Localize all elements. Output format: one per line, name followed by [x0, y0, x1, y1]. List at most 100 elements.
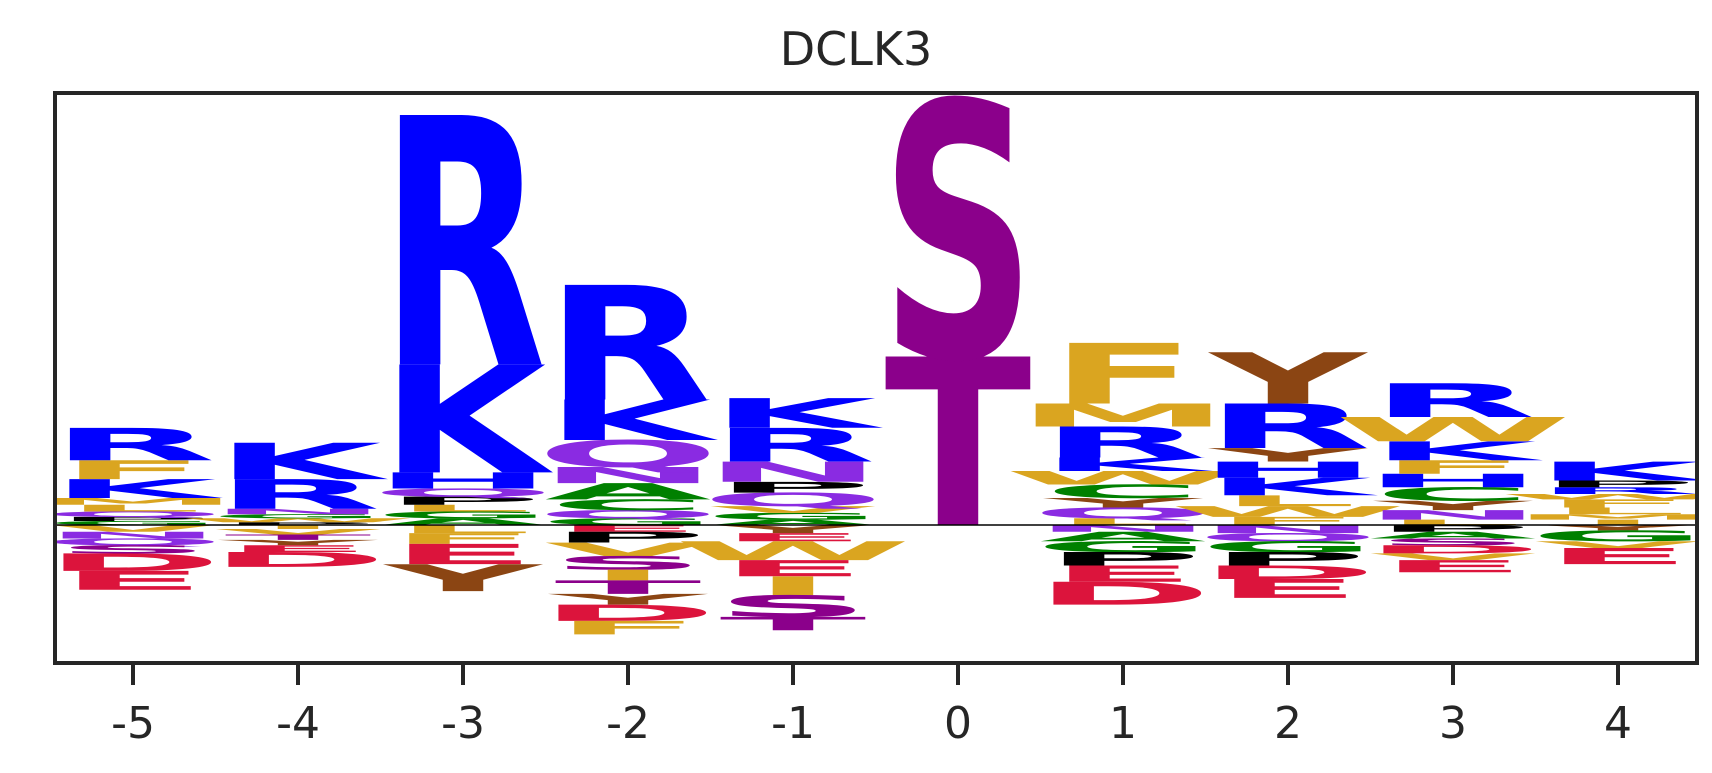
logo-letter-i: I [1578, 518, 1658, 527]
logo-letter-y: Y [217, 538, 378, 547]
logo-letter-k: K [710, 390, 884, 438]
x-axis-ticks: -5 -4 -3 -2 -1 0 1 2 3 4 [111, 663, 1632, 749]
logo-letter-g: G [1200, 538, 1377, 555]
logo-letter-p: P [1374, 523, 1532, 534]
logo-letter-w: W [179, 517, 416, 523]
logo-letter-k: K [215, 433, 389, 491]
logo-letter-g: G [45, 520, 222, 526]
logo-letter-n: N [208, 507, 388, 516]
logo-letter-r: R [50, 419, 216, 471]
logo-letter-k: K [1205, 473, 1379, 501]
logo-letter-e: E [59, 566, 206, 596]
logo-letter-r: R [1535, 485, 1701, 496]
logo-letter-q: Q [41, 537, 224, 548]
x-tick-label: 4 [1604, 698, 1632, 749]
logo-letter-i: I [258, 524, 338, 530]
logo-letter-e: E [554, 523, 701, 534]
logo-letter-r: R [710, 418, 876, 472]
logo-letter-k: K [1370, 436, 1544, 466]
logo-letter-q: Q [537, 508, 720, 521]
logo-letter-f: F [554, 617, 701, 639]
logo-letter-s: S [880, 31, 1035, 440]
logo-letter-v: V [50, 523, 217, 534]
logo-letter-r: R [545, 254, 711, 437]
logo-letter-y: Y [1207, 444, 1369, 466]
logo-letter-h: H [1198, 457, 1378, 483]
logo-letter-a: A [545, 479, 712, 505]
logo-letter-s: S [55, 543, 210, 556]
logo-letter-f: F [1544, 497, 1691, 510]
logo-letter-p: P [549, 529, 707, 546]
logo-letter-q: Q [536, 433, 719, 476]
logo-letter-k: K [1535, 457, 1709, 487]
x-tick-label: -3 [441, 698, 485, 749]
logo-letter-h: H [1363, 470, 1543, 492]
logo-letter-y: Y [1372, 498, 1533, 513]
logo-letter-t: T [225, 533, 372, 542]
logo-letter-v: V [1370, 552, 1537, 563]
logo-letter-r: R [215, 471, 381, 519]
x-tick-label: 1 [1109, 698, 1137, 749]
logo-letter-e: E [224, 543, 371, 554]
x-tick-label: -4 [276, 698, 320, 749]
logo-letter-g: G [375, 510, 552, 521]
logo-letter-e: E [1544, 544, 1691, 570]
logo-letter-p: P [1539, 479, 1697, 490]
logo-letter-d: D [1364, 543, 1543, 556]
logo-letter-q: Q [702, 489, 885, 511]
logo-letter-v: V [545, 539, 712, 561]
logo-letter-p: P [714, 479, 872, 496]
logo-letter-e: E [1214, 574, 1361, 604]
logo-letter-i: I [753, 571, 833, 601]
logo-letter-d: D [1034, 576, 1213, 613]
logo-letter-q: Q [42, 510, 225, 519]
logo-letter-s: S [715, 589, 870, 623]
x-tick-label: 3 [1439, 698, 1467, 749]
logo-letter-a: A [1370, 530, 1537, 541]
logo-letter-w: W [1334, 411, 1571, 450]
logo-letter-n: N [538, 463, 718, 489]
logo-letter-h: H [373, 468, 553, 494]
logo-letter-l: L [1549, 506, 1686, 517]
logo-letter-k: K [380, 335, 554, 507]
logo-letter-d: D [539, 600, 718, 626]
logo-letter-e: E [719, 556, 866, 582]
logo-letter-f: F [389, 530, 536, 547]
logo-letter-p: P [384, 494, 542, 507]
logo-letter-r: R [380, 48, 546, 445]
logo-letter-t: T [720, 613, 867, 635]
logo-letter-g: G [540, 516, 717, 527]
logo-letter-p: P [54, 516, 212, 522]
logo-glyphs: GPQLMKFRVNQSDEPWGNRKIVTYEDAGLPQHKRLFEYGQ… [26, 31, 1712, 639]
logo-letter-s: S [550, 552, 705, 574]
x-tick-label: -5 [111, 698, 155, 749]
logo-letter-d: D [1199, 562, 1378, 584]
logo-letter-e: E [1049, 561, 1196, 587]
plot-frame [53, 91, 1699, 665]
logo-letter-y: Y [382, 557, 544, 600]
logo-letter-g: G [1035, 538, 1212, 555]
logo-letter-v: V [1535, 539, 1702, 550]
logo-letter-r: R [1205, 392, 1371, 463]
logo-letter-n: N [1033, 523, 1213, 534]
logo-letter-n: N [43, 530, 223, 541]
logo-letter-w: W [1004, 467, 1241, 489]
logo-letter-q: Q [372, 486, 555, 499]
logo-letter-m: M [26, 496, 240, 507]
logo-letter-m: M [1016, 397, 1230, 434]
logo-letter-k: K [50, 474, 224, 504]
logo-letter-c: C [549, 496, 707, 513]
logo-letter-l: L [394, 523, 531, 536]
x-tick-label: 2 [1274, 698, 1302, 749]
logo-letter-l: L [1219, 492, 1356, 509]
logo-letter-l: L [64, 503, 201, 514]
logo-letter-a: A [1040, 529, 1207, 544]
logo-letter-l: L [1054, 516, 1191, 527]
logo-letter-g: G [1530, 527, 1707, 544]
logo-letter-p: P [1209, 548, 1367, 570]
logo-letter-m: M [1511, 513, 1712, 522]
logo-letter-p: P [219, 522, 377, 526]
logo-letter-t: T [885, 311, 1032, 580]
x-tick-label: -1 [771, 698, 815, 749]
logo-letter-n: N [703, 456, 883, 488]
